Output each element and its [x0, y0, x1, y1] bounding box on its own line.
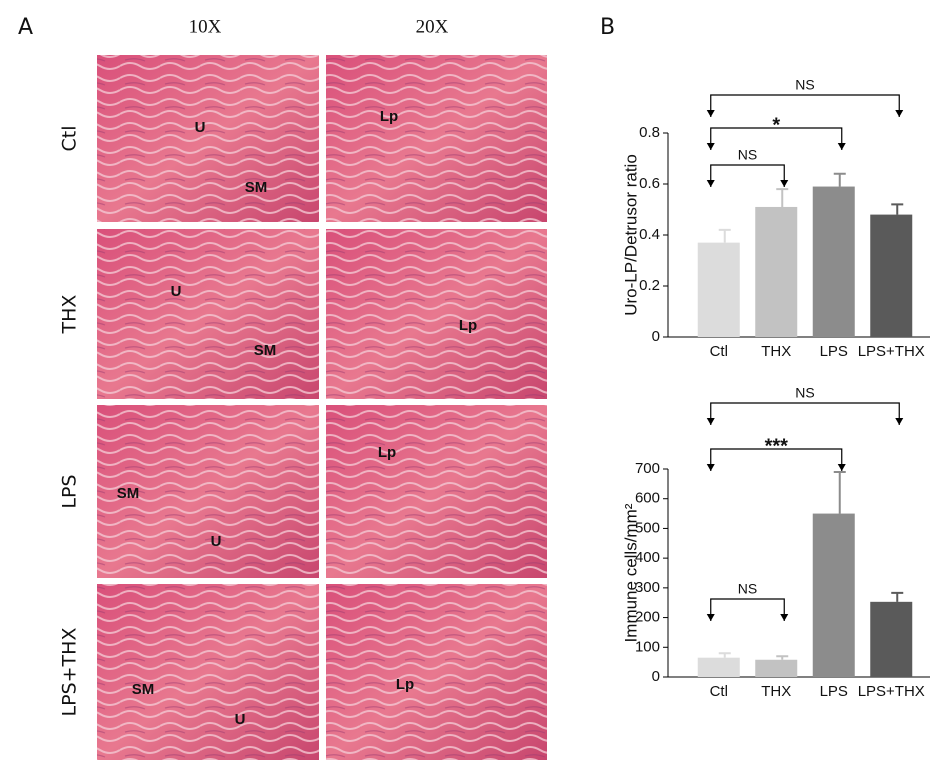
bracket-arrow — [706, 110, 715, 117]
micrograph-texture — [326, 229, 547, 399]
y-tick-label: 0 — [652, 328, 660, 345]
tissue-label: U — [171, 283, 182, 300]
y-tick-label: 0 — [652, 668, 660, 685]
micrographs: Ctl U SM Lp THX U SM Lp LPS SM U Lp LPS+THX SM U Lp — [59, 55, 547, 760]
bracket-arrow — [780, 614, 789, 621]
row-label: Ctl — [59, 126, 81, 152]
error-bar — [718, 652, 731, 658]
tissue-label: U — [235, 711, 246, 728]
significance-bracket — [710, 448, 843, 471]
significance-bracket — [710, 164, 785, 187]
bar — [755, 206, 798, 337]
y-axis-label: Immune cells/mm² — [621, 503, 640, 642]
tissue-label: SM — [117, 485, 140, 502]
x-tick-label: THX — [761, 343, 791, 360]
micrograph-texture — [326, 55, 547, 222]
micrograph-texture — [326, 405, 547, 578]
bar — [812, 186, 855, 337]
bar — [755, 659, 798, 677]
bracket-arrow — [780, 180, 789, 187]
row-label: LPS — [59, 474, 81, 508]
charts: 0 0.2 0.4 0.6 0.8 Uro-LP/Detrusor ratio Ctl THX… — [621, 77, 930, 700]
error-bar — [891, 203, 904, 215]
y-tick-label: 200 — [635, 609, 660, 626]
tissue-label: Lp — [378, 444, 396, 461]
bracket-arrow — [895, 110, 904, 117]
column-header: 10X — [189, 16, 222, 37]
tissue-label: Lp — [459, 317, 477, 334]
significance-bracket — [710, 598, 785, 621]
row-label: THX — [59, 295, 81, 335]
significance-label: NS — [795, 77, 814, 93]
error-bar — [718, 228, 731, 243]
bracket-arrow — [706, 180, 715, 187]
tissue-label: SM — [245, 179, 268, 196]
tissue-label: Lp — [396, 676, 414, 693]
x-tick-label: LPS+THX — [858, 343, 925, 360]
tissue-label: U — [195, 119, 206, 136]
bracket-arrow — [837, 143, 846, 150]
x-tick-label: LPS — [820, 343, 848, 360]
significance-label: NS — [795, 385, 814, 401]
significance-bracket — [710, 94, 900, 117]
error-bar — [833, 470, 846, 514]
y-tick-label: 500 — [635, 519, 660, 536]
bracket-arrow — [706, 464, 715, 471]
significance-label: * — [772, 114, 780, 136]
x-tick-label: Ctl — [710, 343, 728, 360]
y-tick-label: 0.2 — [639, 277, 660, 294]
micrograph-texture — [97, 405, 319, 578]
bar — [697, 657, 740, 677]
error-bar — [776, 188, 789, 207]
tissue-label: Lp — [380, 108, 398, 125]
y-tick-label: 400 — [635, 549, 660, 566]
x-tick-label: THX — [761, 683, 791, 700]
error-bar — [891, 591, 904, 602]
error-bar — [833, 172, 846, 187]
bar — [812, 513, 855, 677]
x-tick-label: LPS — [820, 683, 848, 700]
row-label: LPS+THX — [59, 628, 81, 717]
column-header: 20X — [416, 16, 449, 37]
micrograph-texture — [97, 229, 319, 399]
tissue-label: U — [211, 533, 222, 550]
micrograph-texture — [326, 584, 547, 760]
panel-label: B — [600, 15, 615, 40]
y-tick-label: 0.8 — [639, 124, 660, 141]
bracket-arrow — [837, 464, 846, 471]
y-tick-label: 300 — [635, 579, 660, 596]
significance-label: NS — [738, 147, 757, 163]
y-tick-label: 100 — [635, 638, 660, 655]
bar — [870, 214, 913, 337]
y-axis-label: Uro-LP/Detrusor ratio — [621, 154, 640, 316]
bracket-arrow — [706, 614, 715, 621]
x-tick-label: Ctl — [710, 683, 728, 700]
significance-bracket — [710, 402, 900, 425]
y-tick-label: 0.6 — [639, 175, 660, 192]
bar — [870, 601, 913, 677]
bracket-arrow — [706, 143, 715, 150]
y-tick-label: 600 — [635, 490, 660, 507]
x-tick-label: LPS+THX — [858, 683, 925, 700]
error-bar — [776, 655, 789, 660]
bracket-arrow — [706, 418, 715, 425]
bracket-arrow — [895, 418, 904, 425]
panel-label: A — [18, 15, 33, 40]
y-tick-label: 700 — [635, 460, 660, 477]
significance-bracket — [710, 127, 843, 150]
significance-label: *** — [765, 435, 789, 457]
significance-label: NS — [738, 581, 757, 597]
tissue-label: SM — [132, 681, 155, 698]
micrograph-texture — [97, 55, 319, 222]
micrograph-texture — [97, 584, 319, 760]
y-tick-label: 0.4 — [639, 226, 660, 243]
bar — [697, 242, 740, 337]
tissue-label: SM — [254, 342, 277, 359]
